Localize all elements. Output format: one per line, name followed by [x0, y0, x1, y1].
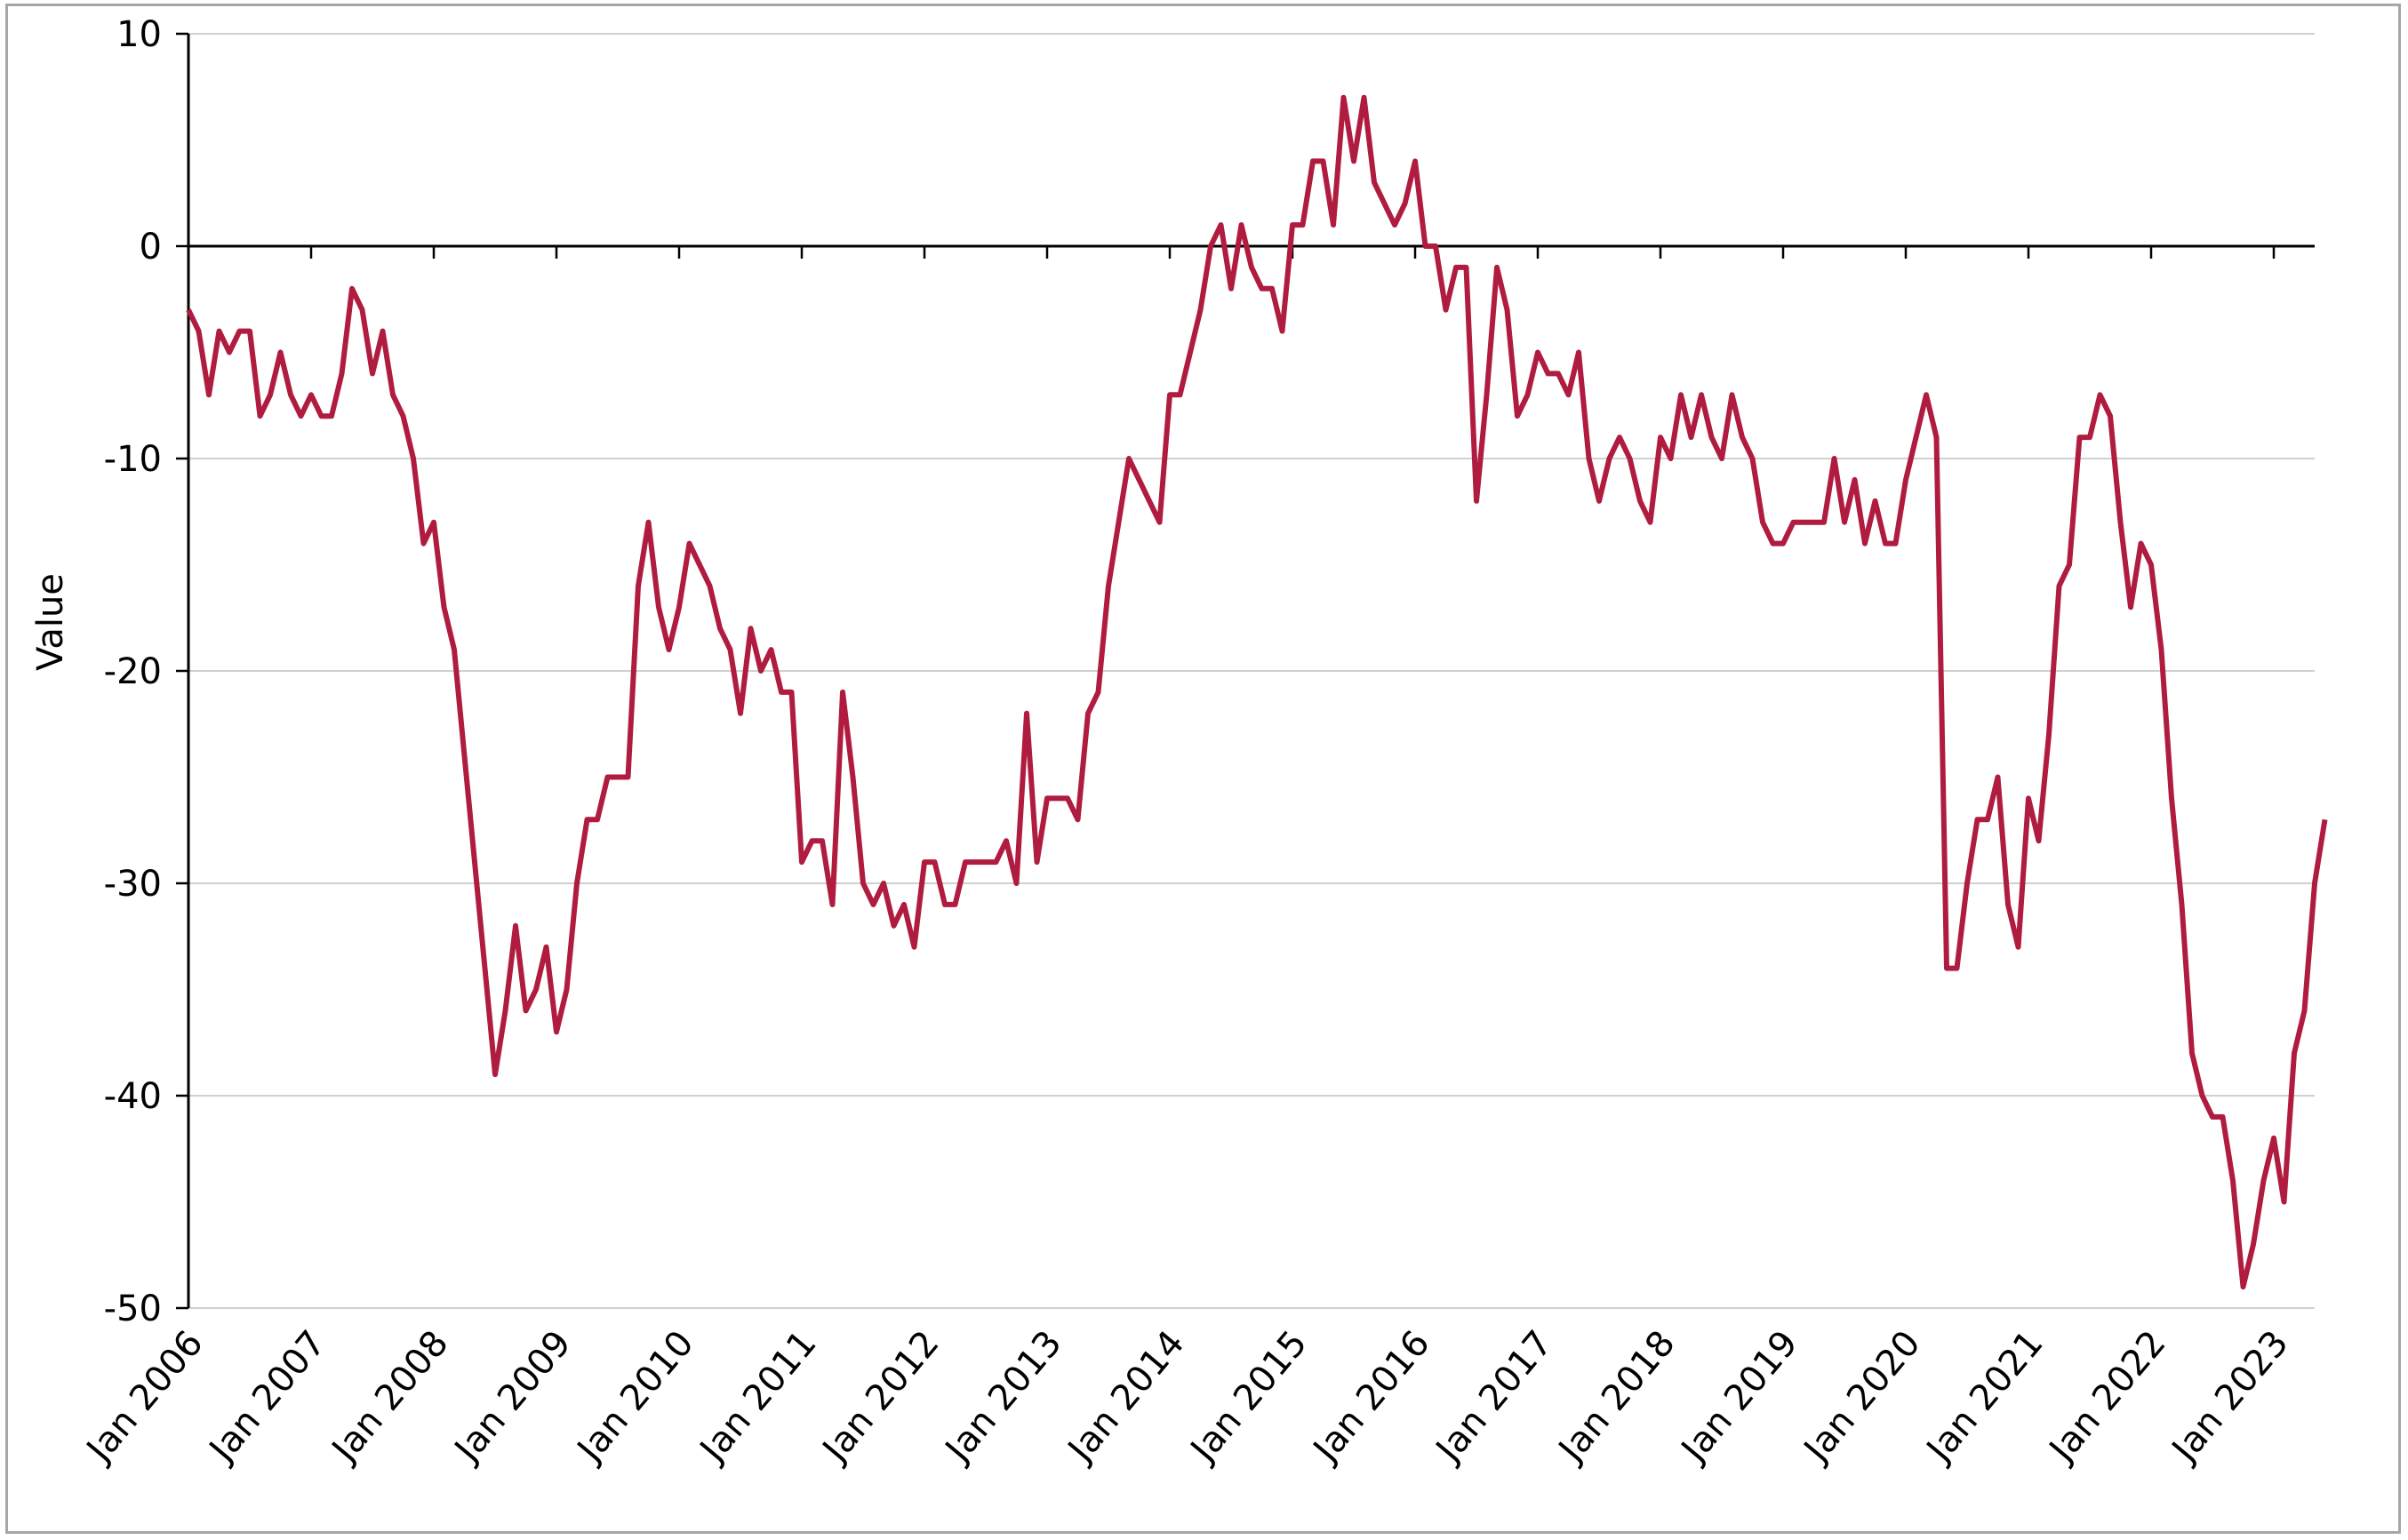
x-tick-label: Jan 2014: [1059, 1323, 1192, 1472]
x-tick-label: Jan 2013: [936, 1323, 1069, 1472]
y-tick-label: 10: [116, 14, 162, 55]
x-tick-label: Jan 2022: [2040, 1323, 2173, 1472]
x-tick-label: Jan 2017: [1427, 1323, 1560, 1472]
y-tick-label: -10: [104, 439, 162, 480]
y-axis-title: Value: [30, 573, 71, 671]
x-tick-label: Jan 2007: [200, 1323, 333, 1472]
y-tick-label: -50: [104, 1289, 162, 1329]
x-tick-label: Jan 2010: [568, 1323, 701, 1472]
y-tick-label: -20: [104, 651, 162, 692]
x-tick-label: Jan 2011: [691, 1323, 824, 1472]
series-line: [186, 94, 2328, 1290]
y-tick-label: -30: [104, 864, 162, 905]
x-tick-label: Jan 2020: [1795, 1323, 1928, 1472]
x-tick-label: Jan 2021: [1917, 1323, 2051, 1472]
x-tick-label: Jan 2006: [77, 1323, 211, 1472]
x-tick-label: Jan 2009: [445, 1323, 579, 1472]
x-tick-label: Jan 2023: [2163, 1323, 2296, 1472]
y-tick-label: -40: [104, 1076, 162, 1117]
x-tick-label: Jan 2008: [323, 1323, 456, 1472]
chart-frame: [5, 4, 2401, 1534]
x-tick-label: Jan 2012: [813, 1323, 947, 1472]
x-tick-label: Jan 2019: [1672, 1323, 1805, 1472]
y-axis-ticks: 10 0 -10 -20 -30 -40 -50: [104, 14, 188, 1329]
gridlines: [188, 33, 2315, 1309]
x-tick-label: Jan 2015: [1181, 1323, 1315, 1472]
x-tick-label: Jan 2018: [1549, 1323, 1683, 1472]
x-tick-label: Jan 2016: [1304, 1323, 1437, 1472]
y-tick-label: 0: [140, 227, 162, 267]
